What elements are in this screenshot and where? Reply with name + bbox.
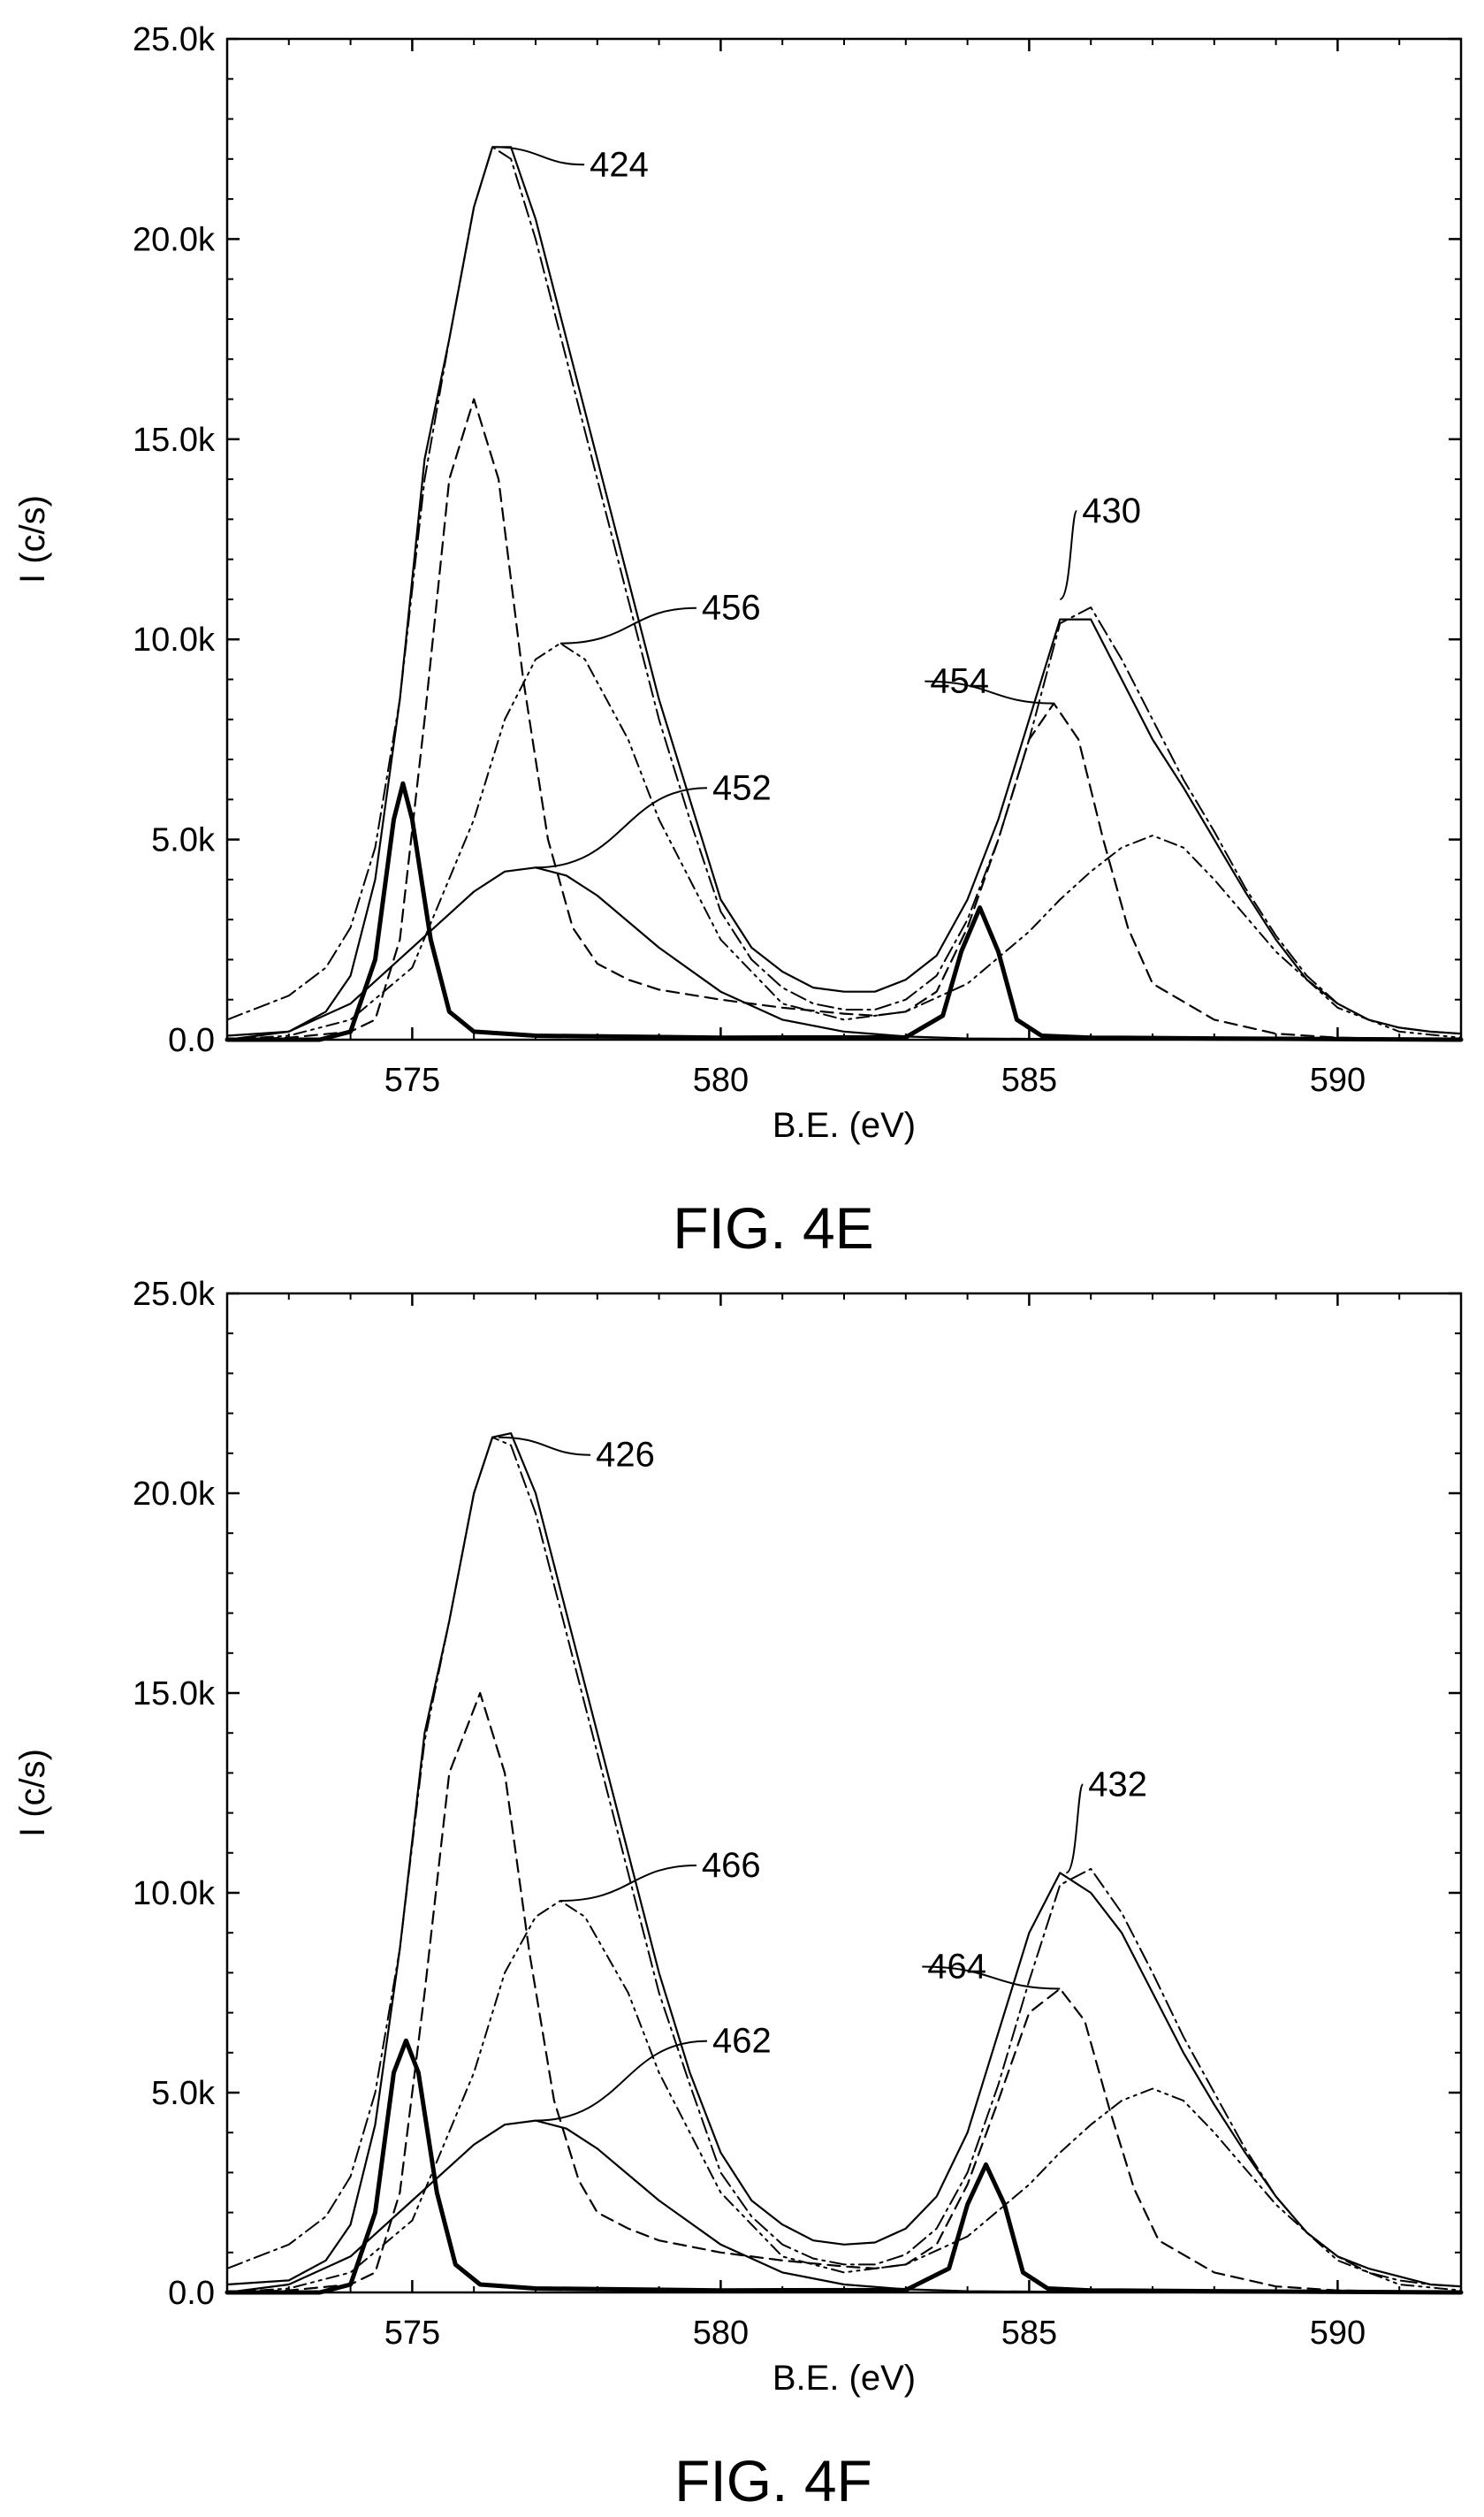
y-tick-label: 15.0k (133, 422, 216, 459)
series-line-dash-dot-dot (226, 642, 1462, 1041)
figure-caption: FIG. 4E (673, 1195, 873, 1261)
annotation-leader (559, 1865, 696, 1902)
annotation-leader (498, 1436, 591, 1456)
x-axis-label: B.E. (eV) (772, 2359, 916, 2398)
y-tick-label: 5.0k (151, 822, 216, 859)
y-tick-label: 0.0 (168, 1022, 215, 1059)
series-line-dash-dot (226, 146, 1462, 1035)
x-axis-label: B.E. (eV) (772, 1106, 916, 1145)
y-tick-label: 15.0k (133, 1675, 216, 1712)
annotation-leader (492, 146, 585, 166)
chart-2: 0.0 5.0k 10.0k 15.0k 20.0k 25.0k 575 580 585 590 B… (13, 1276, 1464, 2513)
chart-1: 0.0 5.0k 10.0k 15.0k 20.0k 25.0k 575 580 585 590 B… (13, 21, 1464, 1261)
annotation-label: 430 (1082, 492, 1141, 530)
series-line-solid-broad (225, 866, 1463, 1041)
annotation-leader (535, 2040, 708, 2122)
x-tick-label: 585 (1001, 2315, 1057, 2352)
annotation-leader (925, 680, 1054, 705)
x-tick-label: 590 (1310, 1062, 1366, 1099)
annotation-label: 464 (927, 1947, 986, 1986)
y-axis-label: I (c/s) (13, 1749, 52, 1837)
annotation-label: 454 (930, 662, 989, 701)
x-tick-label: 580 (693, 2315, 749, 2352)
annotation-leader (1059, 509, 1078, 600)
figure-caption: FIG. 4F (674, 2448, 872, 2513)
annotation-label: 426 (596, 1436, 655, 1475)
annotation-label: 462 (712, 2022, 772, 2061)
y-tick-label: 10.0k (133, 622, 216, 659)
series-line-dashed (225, 1691, 1463, 2294)
y-tick-label: 10.0k (133, 1875, 216, 1912)
annotation-leader (559, 606, 696, 645)
plot-frame (225, 1292, 1463, 2294)
y-tick-label: 5.0k (151, 2075, 216, 2112)
x-tick-label: 590 (1310, 2315, 1366, 2352)
series-line-dash-dot-dot (226, 1900, 1462, 2293)
y-tick-label: 20.0k (133, 1476, 216, 1513)
annotation-leader (922, 1965, 1061, 1990)
plot-frame (225, 37, 1463, 1041)
y-tick-label: 0.0 (168, 2275, 215, 2312)
series-line-solid-thick (225, 2038, 1464, 2295)
x-tick-label: 580 (693, 1062, 749, 1099)
annotation-label: 424 (590, 145, 649, 184)
series-line-solid-thick (225, 781, 1464, 1042)
series-line-solid-broad (225, 2119, 1463, 2294)
y-tick-label: 20.0k (133, 221, 216, 258)
series-line-solid-thin (225, 1432, 1463, 2288)
y-axis-label: I (c/s) (13, 495, 52, 583)
x-tick-label: 575 (384, 1062, 440, 1099)
series-line-dashed (225, 398, 1463, 1041)
annotation-leader (1065, 1783, 1084, 1874)
x-tick-label: 585 (1001, 1062, 1057, 1099)
x-tick-label: 575 (384, 2315, 440, 2352)
annotation-label: 466 (702, 1846, 761, 1885)
annotation-label: 456 (702, 589, 761, 628)
y-tick-label: 25.0k (133, 21, 216, 58)
annotation-leader (535, 787, 708, 869)
y-tick-label: 25.0k (133, 1276, 216, 1313)
annotation-label: 432 (1088, 1765, 1147, 1804)
annotation-label: 452 (712, 768, 772, 807)
series-line-dash-dot (226, 1436, 1462, 2288)
